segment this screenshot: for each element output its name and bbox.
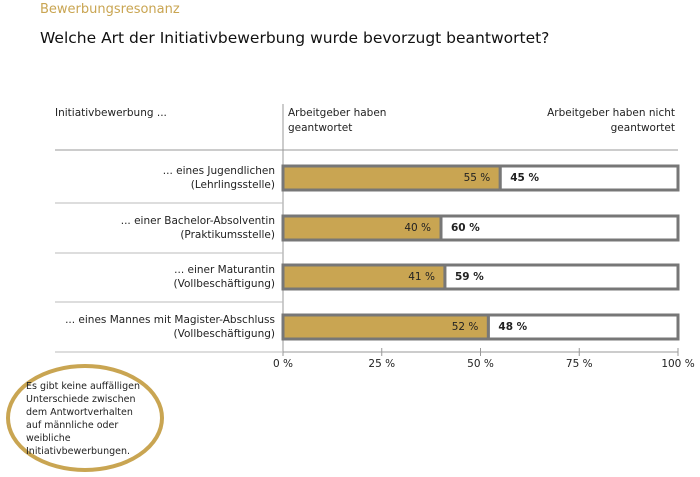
legend-entry: Arbeitgeber haben geantwortet (288, 107, 387, 134)
bar (281, 214, 443, 242)
y-tick-label: ... einer Bachelor-Absolventin (121, 215, 275, 227)
value-label: 52 % (452, 321, 479, 333)
value-label: 48 % (498, 321, 527, 333)
chart-title: Welche Art der Initiativbewerbung wurde … (40, 29, 550, 47)
x-tick-label: 0 % (273, 358, 293, 370)
value-label: 59 % (455, 271, 484, 283)
annotation: Es gibt keine auffälligen Unterschiede z… (26, 381, 140, 457)
bar (498, 164, 680, 192)
y-tick-label: ... eines Mannes mit Magister-Abschluss (65, 314, 275, 326)
annotation-frame (6, 364, 164, 472)
x-tick-label: 75 % (566, 358, 593, 370)
value-label: 55 % (464, 172, 491, 184)
y-tick-label: (Vollbeschäftigung) (174, 278, 275, 290)
bar (486, 313, 680, 341)
x-tick-label: 100 % (661, 358, 694, 370)
y-axis-label: Initiativbewerbung ... (55, 107, 167, 119)
legend-entry: Arbeitgeber haben nicht geantwortet (547, 107, 675, 134)
y-tick-label: (Vollbeschäftigung) (174, 328, 275, 340)
value-label: 41 % (408, 271, 435, 283)
x-tick-label: 50 % (467, 358, 494, 370)
value-label: 45 % (510, 172, 539, 184)
y-tick-label: (Praktikumsstelle) (180, 229, 275, 241)
bar (443, 263, 680, 291)
y-tick-label: ... eines Jugendlichen (163, 165, 275, 177)
value-label: 40 % (404, 222, 431, 234)
supertitle: Bewerbungsresonanz (40, 2, 180, 17)
x-tick-label: 25 % (368, 358, 395, 370)
y-tick-label: ... einer Maturantin (174, 264, 275, 276)
bar (439, 214, 680, 242)
value-label: 60 % (451, 222, 480, 234)
y-tick-label: (Lehrlingsstelle) (191, 179, 275, 191)
bar (281, 164, 502, 192)
